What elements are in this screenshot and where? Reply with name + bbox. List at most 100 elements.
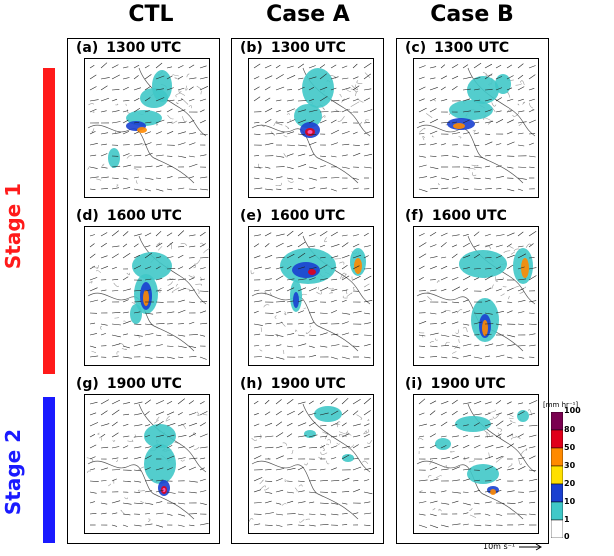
wind-vector — [341, 502, 348, 505]
wind-vector — [111, 74, 120, 80]
colorbar-segment-80-100 — [551, 412, 563, 431]
panel-time: 1300 UTC — [434, 40, 510, 56]
wind-vector — [484, 275, 493, 281]
precipitation-area — [467, 464, 499, 484]
wind-vector — [177, 278, 186, 281]
wind-vector — [363, 312, 370, 315]
wind-vector — [188, 445, 195, 449]
wind-vector — [264, 119, 272, 124]
wind-vector — [166, 241, 174, 248]
wind-vector — [297, 232, 304, 237]
wind-vector — [133, 491, 141, 493]
wind-vector — [308, 345, 315, 348]
wind-vector — [275, 242, 284, 248]
wind-vector — [188, 301, 195, 303]
wind-vector — [429, 491, 436, 494]
wind-vector — [462, 110, 472, 113]
wind-vector — [440, 457, 450, 460]
wind-vector — [517, 86, 525, 91]
wind-vector — [528, 300, 537, 303]
wind-vector — [253, 436, 262, 438]
wind-vector — [177, 87, 185, 91]
precipitation-area — [307, 130, 313, 134]
wind-vector — [528, 119, 536, 124]
wind-vector — [462, 434, 469, 438]
colorbar-tick: 0 — [564, 532, 570, 541]
vector-reference-arrow — [518, 543, 542, 550]
wind-vector — [177, 345, 187, 348]
wind-vector — [199, 154, 207, 157]
wind-vector — [440, 288, 447, 292]
wind-vector — [506, 264, 514, 270]
wind-vector — [451, 277, 459, 281]
panel-label: (c) 1300 UTC — [405, 40, 509, 56]
wind-vector — [188, 86, 194, 91]
wind-vector — [111, 312, 121, 314]
wind-vector — [100, 266, 109, 270]
wind-vector — [319, 524, 329, 526]
wind-vector — [517, 524, 525, 526]
wind-vector — [528, 513, 536, 516]
wind-vector — [341, 397, 349, 405]
wind-vector — [484, 73, 493, 80]
wind-vector — [451, 491, 461, 494]
wind-vector — [275, 399, 282, 405]
panel-time: 1600 UTC — [431, 208, 507, 224]
wind-vector — [122, 435, 130, 438]
wind-vector — [341, 321, 349, 325]
wind-vector — [330, 422, 339, 427]
wind-vector — [528, 74, 536, 80]
wind-vector — [506, 401, 512, 405]
wind-vector — [177, 309, 186, 314]
wind-vector — [297, 435, 307, 438]
wind-vector — [166, 513, 173, 516]
wind-vector — [133, 98, 140, 102]
wind-vector — [199, 188, 209, 191]
wind-vector — [440, 86, 446, 91]
wind-vector — [100, 77, 110, 80]
wind-vector — [133, 154, 142, 157]
wind-vector — [253, 234, 261, 237]
wind-vector — [308, 166, 317, 169]
wind-vector — [297, 445, 306, 449]
wind-vector — [473, 62, 482, 69]
wind-vector — [253, 310, 259, 314]
precipitation-area — [152, 70, 172, 102]
wind-vector — [517, 425, 524, 427]
wind-vector — [429, 410, 436, 416]
wind-vector — [297, 63, 305, 69]
wind-vector — [440, 321, 446, 325]
wind-vector — [308, 300, 318, 303]
wind-vector — [451, 399, 458, 405]
wind-vector — [275, 64, 281, 69]
wind-vector — [253, 455, 262, 460]
wind-vector — [188, 119, 195, 124]
wind-vector — [352, 489, 361, 493]
wind-vector — [528, 98, 535, 102]
wind-vector — [177, 446, 185, 449]
wind-vector — [89, 468, 96, 471]
wind-vector — [275, 322, 283, 325]
wind-vector — [330, 188, 337, 192]
wind-vector — [199, 76, 208, 80]
wind-vector — [111, 524, 118, 527]
coastline — [87, 403, 207, 520]
wind-vector — [275, 287, 284, 292]
wind-vector — [330, 480, 340, 482]
wind-vector — [111, 110, 120, 113]
wind-vector — [484, 177, 491, 180]
wind-vector — [155, 524, 164, 528]
wind-vector — [418, 435, 425, 438]
wind-vector — [199, 231, 206, 237]
wind-vector — [506, 254, 515, 259]
wind-vector — [133, 243, 139, 248]
wind-vector — [495, 266, 501, 270]
wind-vector — [440, 445, 447, 449]
wind-vector — [155, 75, 165, 80]
wind-vector — [319, 425, 327, 427]
wind-vector — [473, 401, 482, 405]
wind-vector — [495, 143, 502, 146]
wind-vector — [297, 252, 306, 259]
wind-vector — [275, 489, 284, 493]
wind-vector — [429, 466, 438, 471]
